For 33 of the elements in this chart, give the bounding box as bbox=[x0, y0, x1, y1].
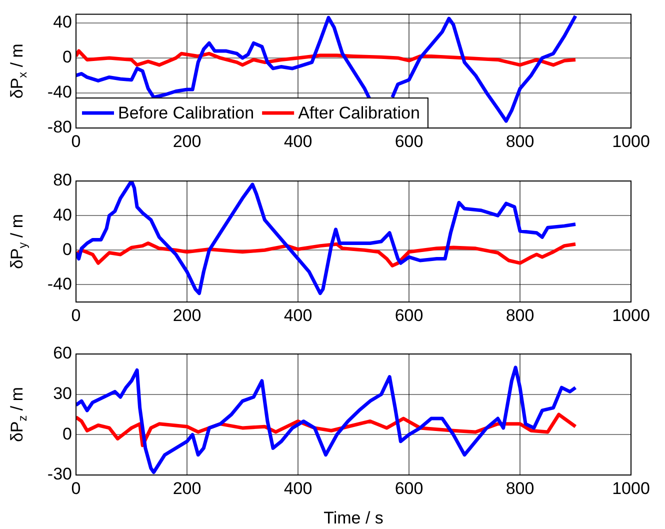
x-tick-label: 600 bbox=[394, 306, 424, 325]
y-tick-label: 30 bbox=[53, 384, 72, 404]
x-tick-label: 800 bbox=[506, 132, 534, 151]
x-tick-label: 1000 bbox=[612, 478, 650, 498]
x-tick-label: 800 bbox=[506, 306, 534, 325]
x-tick-label: 400 bbox=[284, 478, 312, 498]
y-tick-label: -30 bbox=[47, 464, 72, 484]
legend-label: After Calibration bbox=[298, 104, 420, 123]
x-tick-label: 1000 bbox=[612, 306, 650, 325]
x-tick-label: 600 bbox=[394, 478, 424, 498]
x-tick-label: 200 bbox=[172, 132, 202, 151]
y-tick-label: 0 bbox=[62, 240, 72, 259]
y-tick-label: 80 bbox=[53, 170, 72, 190]
y-axis-title: δPy / m bbox=[8, 214, 30, 270]
y-tick-label: -80 bbox=[47, 118, 72, 137]
y-tick-label: 60 bbox=[53, 344, 72, 363]
x-tick-label: 400 bbox=[284, 132, 312, 151]
x-tick-label: 200 bbox=[172, 478, 202, 498]
y-axis-title: δPx / m bbox=[8, 44, 30, 99]
y-tick-label: 0 bbox=[62, 424, 72, 444]
y-tick-label: 40 bbox=[53, 12, 72, 32]
y-tick-label: -40 bbox=[47, 274, 72, 294]
y-tick-label: -40 bbox=[47, 82, 72, 102]
x-tick-label: 200 bbox=[172, 306, 202, 325]
legend-label: Before Calibration bbox=[118, 104, 254, 123]
y-axis-title: δPz / m bbox=[8, 386, 30, 442]
y-tick-label: 40 bbox=[53, 205, 72, 224]
x-tick-label: 1000 bbox=[612, 132, 650, 151]
y-tick-label: 0 bbox=[62, 48, 72, 67]
x-tick-label: 600 bbox=[394, 132, 424, 151]
x-tick-label: 400 bbox=[284, 306, 312, 325]
x-tick-label: 800 bbox=[506, 478, 534, 498]
x-axis-title: Time / s bbox=[324, 508, 384, 528]
